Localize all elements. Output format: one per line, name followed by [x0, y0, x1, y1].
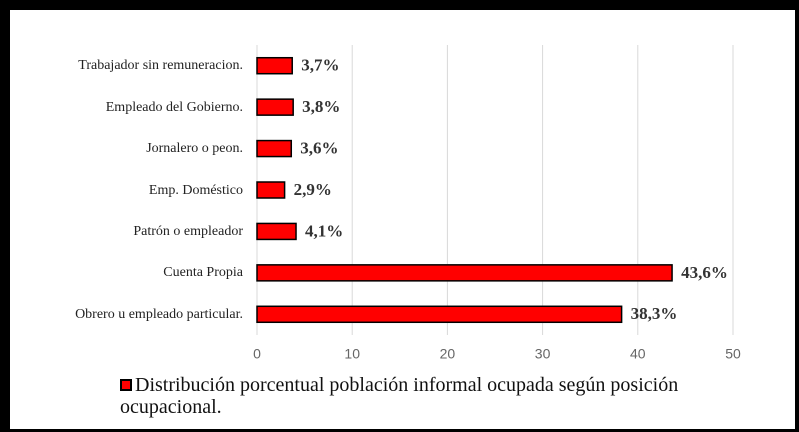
x-tick-label: 20: [440, 346, 456, 362]
bar: [256, 98, 294, 116]
value-label: 38,3%: [631, 304, 678, 323]
value-label: 4,1%: [305, 221, 343, 240]
category-label: Emp. Doméstico: [68, 170, 243, 210]
x-tick-label: 30: [535, 346, 551, 362]
bar: [256, 222, 297, 241]
category-label: Trabajador sin remuneracion.: [68, 46, 243, 86]
category-label: Empleado del Gobierno.: [68, 87, 243, 127]
bar: [256, 181, 286, 199]
category-text: Patrón o empleador: [133, 223, 243, 239]
bar: [256, 56, 293, 75]
category-label: Jornalero o peon.: [68, 129, 243, 169]
value-label: 2,9%: [294, 180, 332, 199]
value-label: 43,6%: [681, 263, 728, 282]
legend-key: [120, 379, 132, 391]
value-label: 3,8%: [302, 97, 340, 116]
bar: [256, 264, 673, 282]
legend: Distribución porcentual población inform…: [120, 374, 760, 418]
x-tick-label: 10: [344, 346, 360, 362]
value-label: 3,7%: [301, 56, 339, 75]
category-text: Obrero u empleado particular.: [75, 306, 243, 322]
category-label: Obrero u empleado particular.: [68, 294, 243, 334]
legend-label: Distribución porcentual población inform…: [120, 374, 679, 418]
bar: [256, 139, 293, 158]
category-label: Cuenta Propia: [68, 253, 243, 293]
category-label: Patrón o empleador: [68, 211, 243, 251]
bar: [256, 305, 623, 324]
category-text: Jornalero o peon.: [146, 141, 243, 157]
x-tick-label: 0: [253, 346, 261, 362]
category-text: Cuenta Propia: [163, 265, 243, 281]
x-tick-label: 40: [630, 346, 646, 362]
x-tick-label: 50: [725, 346, 741, 362]
category-text: Trabajador sin remuneracion.: [78, 58, 243, 74]
value-label: 3,6%: [300, 138, 338, 157]
category-text: Emp. Doméstico: [148, 182, 243, 198]
category-text: Empleado del Gobierno.: [105, 99, 243, 115]
